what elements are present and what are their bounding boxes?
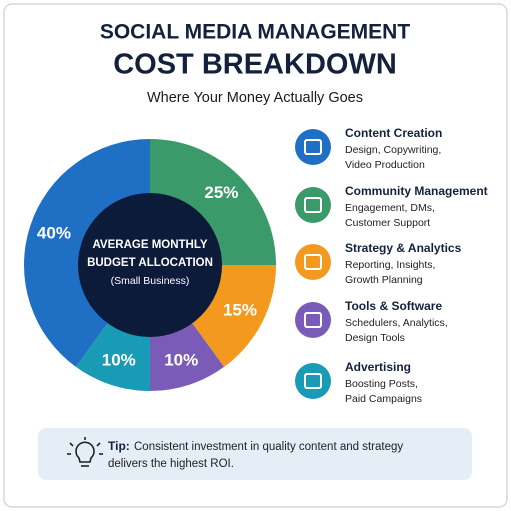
value-label: 10% [164, 351, 198, 370]
legend-name: Strategy & Analytics [345, 241, 462, 255]
legend: Content Creation Design, Copywriting, Vide… [295, 126, 488, 405]
legend-description: Schedulers, Analytics, [345, 317, 448, 329]
tip-text: Consistent investment in quality content… [134, 441, 403, 453]
legend-name: Tools & Software [345, 299, 442, 313]
legend-icon [295, 302, 331, 338]
value-label: 40% [37, 223, 71, 242]
legend-description: Video Production [345, 159, 425, 171]
legend-icon [295, 187, 331, 223]
legend-glyph [304, 373, 322, 389]
title-line: SOCIAL MEDIA MANAGEMENT [100, 21, 411, 44]
legend-description: Design, Copywriting, [345, 144, 441, 156]
legend-name: Advertising [345, 360, 411, 374]
title-line: COST BREAKDOWN [113, 49, 397, 81]
bulb-icon [67, 437, 103, 467]
legend-description: Reporting, Insights, [345, 259, 435, 271]
legend-icon [295, 129, 331, 165]
subtitle: Where Your Money Actually Goes [147, 90, 363, 106]
legend-description: Engagement, DMs, [345, 202, 435, 214]
legend-glyph [304, 312, 322, 328]
donut-hole [78, 193, 222, 337]
legend-glyph [304, 139, 322, 155]
legend-name: Community Management [345, 184, 488, 198]
legend-icon [295, 363, 331, 399]
value-label: 25% [204, 183, 238, 202]
legend-icon [295, 244, 331, 280]
legend-description: Customer Support [345, 217, 430, 229]
legend-description: Growth Planning [345, 274, 423, 286]
center-label: AVERAGE MONTHLY [92, 239, 207, 251]
center-label: BUDGET ALLOCATION [87, 257, 213, 269]
legend-description: Paid Campaigns [345, 393, 422, 405]
legend-description: Boosting Posts, [345, 378, 418, 390]
center-note: (Small Business) [111, 275, 190, 287]
value-label: 10% [102, 351, 136, 370]
donut-chart: 40% 25% 15% 10% 10% AVERAGE MONTHLY BUDGET ALL… [24, 139, 276, 391]
legend-glyph [304, 254, 322, 270]
legend-name: Content Creation [345, 126, 442, 140]
tip-text: delivers the highest ROI. [108, 458, 234, 470]
value-label: 15% [223, 300, 257, 319]
tip-box [38, 428, 472, 480]
legend-glyph [304, 197, 322, 213]
tip-label: Tip: [108, 439, 130, 453]
legend-description: Design Tools [345, 332, 405, 344]
